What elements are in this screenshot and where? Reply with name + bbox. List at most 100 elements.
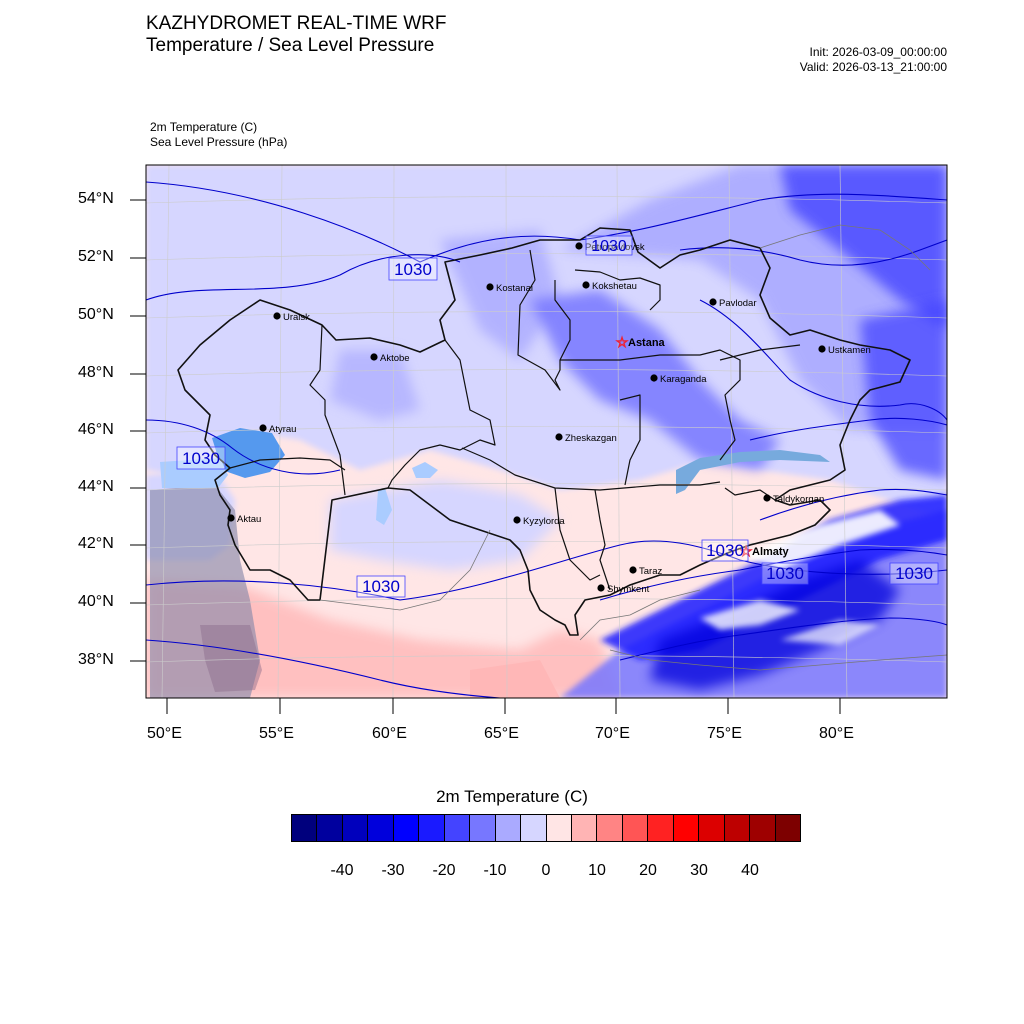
city-aktau: Aktau	[227, 514, 261, 525]
colorbar-swatch	[317, 815, 343, 841]
city-almaty: ☆ Almaty	[739, 543, 790, 560]
isobar-label-text: 1030	[362, 577, 400, 596]
colorbar-swatch	[750, 815, 776, 841]
lon-tick-marks	[166, 698, 841, 714]
title-line-1: KAZHYDROMET REAL-TIME WRF	[146, 13, 447, 34]
city-dot-icon	[486, 283, 494, 291]
lat-tick-marks	[130, 199, 146, 662]
city-kyzylorda: Kyzylorda	[513, 516, 565, 527]
city-dot-icon	[259, 424, 267, 432]
isobar-label-text: 1030	[182, 449, 220, 468]
colorbar-swatch	[393, 815, 420, 841]
lat-tick-label: 50°N	[78, 306, 114, 323]
colorbar-label: 10	[588, 862, 606, 879]
isobar-labels: 1030 1030 1030 1030 1030 1030 1030	[176, 235, 939, 598]
isobar-label-text: 1030	[766, 564, 804, 583]
city-label: Shymkent	[607, 584, 650, 595]
city-zheskazgan: Zheskazgan	[555, 433, 617, 444]
pressure-field-label: Sea Level Pressure (hPa)	[150, 135, 288, 149]
capital-star-icon: ☆	[616, 334, 629, 350]
city-pavlodar: Pavlodar	[709, 298, 757, 309]
lat-tick-label: 48°N	[78, 364, 114, 381]
isobar-label: 1030	[889, 562, 939, 585]
region-borders	[229, 249, 801, 591]
colorbar-title: 2m Temperature (C)	[436, 787, 588, 806]
colorbar-swatch	[419, 815, 445, 841]
city-label: Kostanai	[496, 283, 533, 294]
colorbar-swatch	[342, 815, 369, 841]
colorbar-swatch	[292, 815, 318, 841]
colorbar-swatch	[673, 815, 700, 841]
valid-time: Valid: 2026-03-13_21:00:00	[799, 60, 947, 74]
lat-tick-label: 46°N	[78, 421, 114, 438]
city-dot-icon	[629, 566, 637, 574]
colorbar-swatch	[368, 815, 394, 841]
colorbar-swatch	[444, 815, 471, 841]
city-label: Petropavlovsk	[585, 242, 645, 253]
map-panel: Petropavlovsk Kostanai Kokshetau Pavlodar Ur…	[130, 164, 948, 714]
colorbar-swatch	[622, 815, 649, 841]
colorbar-swatch	[724, 815, 751, 841]
city-dot-icon	[763, 494, 771, 502]
city-label: Karaganda	[660, 374, 707, 385]
forecast-times: Init: 2026-03-09_00:00:00 Valid: 2026-03…	[800, 45, 947, 75]
isobar-label: 1030	[356, 575, 406, 598]
city-taldykorgan: Taldykorgan	[763, 494, 824, 505]
country-border	[177, 227, 911, 636]
city-label: Astana	[628, 337, 666, 349]
isobar-label: 1030	[701, 539, 749, 562]
city-kokshetau: Kokshetau	[582, 281, 637, 292]
colorbar-label: 0	[541, 862, 551, 879]
city-atyrau: Atyrau	[259, 424, 296, 435]
colorbar-label: -10	[483, 862, 507, 879]
city-label: Ustkamen	[828, 345, 871, 356]
lon-tick-label: 55°E	[259, 725, 294, 742]
colorbar	[291, 814, 801, 842]
city-label: Almaty	[752, 546, 790, 558]
colorbar-label: 30	[690, 862, 708, 879]
colorbar-swatch	[597, 815, 623, 841]
lat-tick-label: 54°N	[78, 190, 114, 207]
colorbar-swatch	[546, 815, 572, 841]
city-dot-icon	[370, 353, 378, 361]
city-label: Pavlodar	[719, 298, 757, 309]
city-dot-icon	[597, 584, 605, 592]
city-ustkamen: Ustkamen	[818, 345, 871, 356]
colorbar-label: 40	[741, 862, 759, 879]
field-legend: 2m Temperature (C) Sea Level Pressure (h…	[150, 120, 287, 150]
lat-tick-label: 44°N	[78, 478, 114, 495]
map-title: KAZHYDROMET REAL-TIME WRF Temperature / …	[146, 13, 447, 57]
lat-tick-label: 40°N	[78, 593, 114, 610]
city-dot-icon	[575, 242, 583, 250]
city-dot-icon	[650, 374, 658, 382]
city-astana: ☆ Astana	[615, 334, 666, 351]
city-karaganda: Karaganda	[650, 374, 707, 385]
colorbar-label: -20	[432, 862, 456, 879]
colorbar-swatch	[699, 815, 725, 841]
neighbor-borders	[319, 224, 948, 671]
capital-star-icon: ☆	[740, 543, 753, 559]
temperature-field	[146, 165, 947, 698]
city-label: Taldykorgan	[773, 494, 824, 505]
colorbar-label: -30	[381, 862, 405, 879]
city-dot-icon	[273, 312, 281, 320]
city-label: Aktau	[237, 514, 261, 525]
colorbar-label: 20	[639, 862, 657, 879]
colorbar-swatch	[571, 815, 598, 841]
city-dot-icon	[555, 433, 563, 441]
lon-tick-label: 65°E	[484, 725, 519, 742]
title-line-2: Temperature / Sea Level Pressure	[146, 35, 435, 56]
colorbar-swatch	[775, 815, 801, 841]
city-label: Uralsk	[283, 312, 310, 323]
city-petropavlovsk: Petropavlovsk	[575, 242, 645, 253]
colorbar-label: -40	[330, 862, 354, 879]
lon-tick-label: 70°E	[595, 725, 630, 742]
lon-tick-label: 60°E	[372, 725, 407, 742]
city-dot-icon	[709, 298, 717, 306]
lat-tick-label: 42°N	[78, 535, 114, 552]
city-kostanai: Kostanai	[486, 283, 533, 294]
isobar-label: 1030	[585, 235, 633, 256]
lat-tick-label: 38°N	[78, 651, 114, 668]
city-label: Taraz	[639, 566, 662, 577]
city-label: Atyrau	[269, 424, 296, 435]
